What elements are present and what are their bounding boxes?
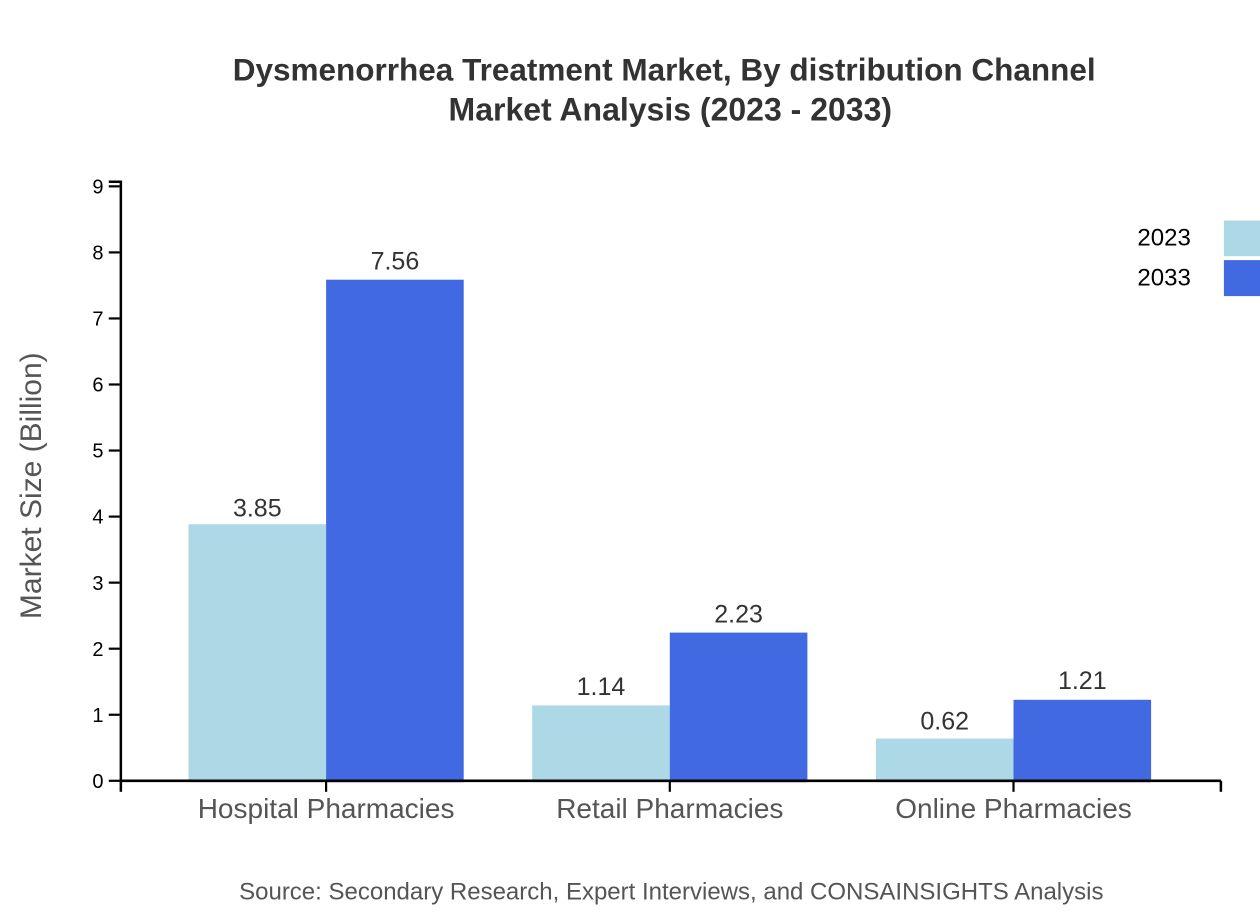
svg-text:4: 4 (92, 507, 103, 529)
svg-text:0: 0 (92, 771, 103, 793)
svg-text:2: 2 (92, 639, 103, 661)
svg-text:2023: 2023 (1137, 225, 1190, 252)
svg-text:7: 7 (92, 309, 103, 331)
svg-text:6: 6 (92, 375, 103, 397)
svg-text:1: 1 (92, 705, 103, 727)
svg-text:Online Pharmacies: Online Pharmacies (895, 793, 1132, 824)
svg-text:Source: Secondary Research, Ex: Source: Secondary Research, Expert Inter… (239, 879, 1103, 906)
svg-text:Market Analysis (2023 - 2033): Market Analysis (2023 - 2033) (449, 91, 893, 127)
svg-text:Retail Pharmacies: Retail Pharmacies (556, 793, 783, 824)
svg-text:0.62: 0.62 (920, 707, 969, 735)
svg-text:Dysmenorrhea Treatment Market,: Dysmenorrhea Treatment Market, By distri… (233, 52, 1096, 88)
svg-text:5: 5 (92, 441, 103, 463)
svg-text:9: 9 (92, 176, 103, 198)
svg-text:2.23: 2.23 (714, 600, 763, 628)
svg-text:1.21: 1.21 (1058, 667, 1107, 695)
svg-text:Hospital Pharmacies: Hospital Pharmacies (198, 793, 455, 824)
svg-text:3.85: 3.85 (233, 494, 282, 522)
svg-text:Market Size (Billion): Market Size (Billion) (15, 352, 48, 619)
svg-text:3: 3 (92, 573, 103, 595)
svg-text:2033: 2033 (1137, 265, 1190, 292)
svg-text:7.56: 7.56 (371, 248, 420, 276)
svg-text:8: 8 (92, 243, 103, 265)
svg-text:1.14: 1.14 (577, 673, 626, 701)
